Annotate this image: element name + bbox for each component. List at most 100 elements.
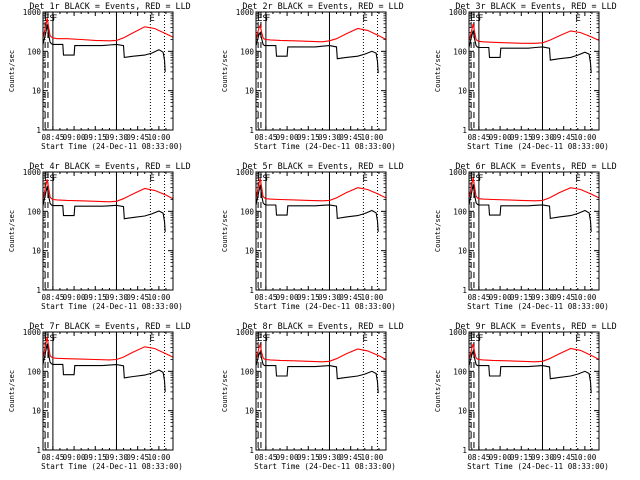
marker-label: F [265, 334, 270, 344]
x-tick-label: 09:15 [84, 133, 107, 142]
series-events-line [255, 31, 379, 74]
y-tick-label: 100 [240, 367, 254, 376]
y-tick-label: 1 [36, 286, 41, 295]
y-axis-label: Counts/sec [8, 370, 16, 412]
plot-frame [468, 171, 600, 291]
y-tick-label: 10 [32, 87, 42, 96]
panel-title: Det 6r BLACK = Events, RED = LLD [455, 161, 616, 171]
x-tick-label: 09:30 [105, 133, 128, 142]
marker-label: E [575, 14, 580, 24]
y-axis-label: Counts/sec [434, 210, 442, 252]
y-tick-label: 1 [36, 126, 41, 135]
series-lld-line [255, 23, 387, 43]
x-tick-label: 08:45 [254, 133, 277, 142]
x-tick-label: 09:15 [510, 133, 533, 142]
y-tick-label: 100 [240, 47, 254, 56]
marker-label: F [265, 14, 270, 24]
panel-title: Det 5r BLACK = Events, RED = LLD [242, 161, 403, 171]
marker-label: F [265, 174, 270, 184]
x-tick-label: 10:00 [147, 133, 170, 142]
x-tick-label: 09:45 [552, 133, 575, 142]
y-tick-label: 10 [458, 407, 468, 416]
y-tick-label: 1 [249, 126, 254, 135]
y-axis-label: Counts/sec [8, 50, 16, 92]
y-tick-label: 10 [458, 87, 468, 96]
x-tick-label: 09:30 [531, 133, 554, 142]
x-tick-label: 08:45 [467, 293, 490, 302]
series-events-line [255, 349, 379, 394]
y-tick-label: 1000 [236, 8, 255, 17]
panel-det-3: Det 3r BLACK = Events, RED = LLD Counts/s… [434, 1, 617, 151]
x-tick-label: 09:30 [531, 453, 554, 462]
marker-label: E [362, 334, 367, 344]
x-tick-label: 10:00 [573, 293, 596, 302]
marker-label: F [52, 334, 57, 344]
x-tick-label: 09:15 [510, 293, 533, 302]
x-axis-label: Start Time (24-Dec-11 08:33:00) [41, 302, 183, 311]
panel-det-1: Det 1r BLACK = Events, RED = LLD Counts/s… [8, 1, 191, 151]
series-events-line [42, 24, 166, 72]
y-tick-label: 1000 [449, 168, 468, 177]
plot-frame [42, 171, 174, 291]
y-axis-label: Counts/sec [434, 370, 442, 412]
x-tick-label: 08:45 [41, 453, 64, 462]
panel-det-4: Det 4r BLACK = Events, RED = LLD Counts/s… [8, 161, 191, 311]
marker-label: ES [470, 14, 481, 24]
x-tick-label: 09:00 [276, 133, 299, 142]
x-tick-label: 09:00 [63, 293, 86, 302]
series-lld-line [468, 177, 600, 202]
x-tick-label: 08:45 [254, 293, 277, 302]
x-tick-label: 09:15 [297, 453, 320, 462]
x-tick-label: 10:00 [573, 133, 596, 142]
series-lld-line [255, 342, 387, 363]
y-tick-label: 100 [453, 207, 467, 216]
panel-det-9: Det 9r BLACK = Events, RED = LLD Counts/s… [434, 321, 617, 471]
plot-frame [42, 331, 174, 451]
x-tick-label: 08:45 [41, 293, 64, 302]
x-axis-label: Start Time (24-Dec-11 08:33:00) [467, 302, 609, 311]
x-axis-label: Start Time (24-Dec-11 08:33:00) [467, 142, 609, 151]
x-tick-label: 09:00 [63, 133, 86, 142]
y-tick-label: 1000 [236, 328, 255, 337]
panel-det-8: Det 8r BLACK = Events, RED = LLD Counts/s… [221, 321, 404, 471]
x-axis-label: Start Time (24-Dec-11 08:33:00) [254, 462, 396, 471]
marker-label: E [575, 334, 580, 344]
x-tick-label: 08:45 [467, 453, 490, 462]
series-lld-line [468, 23, 600, 44]
panel-det-2: Det 2r BLACK = Events, RED = LLD Counts/s… [221, 1, 404, 151]
series-events-line [468, 348, 592, 394]
y-tick-label: 1 [36, 446, 41, 455]
y-tick-label: 1000 [23, 328, 42, 337]
series-events-line [468, 184, 592, 232]
x-tick-label: 09:15 [297, 133, 320, 142]
x-axis-label: Start Time (24-Dec-11 08:33:00) [41, 462, 183, 471]
marker-label: F [478, 14, 483, 24]
x-tick-label: 10:00 [147, 453, 170, 462]
x-tick-label: 09:45 [552, 293, 575, 302]
x-axis-label: Start Time (24-Dec-11 08:33:00) [41, 142, 183, 151]
x-tick-label: 10:00 [147, 293, 170, 302]
x-axis-label: Start Time (24-Dec-11 08:33:00) [254, 142, 396, 151]
panel-title: Det 3r BLACK = Events, RED = LLD [455, 1, 616, 11]
marker-label: ES [257, 14, 268, 24]
x-tick-label: 10:00 [360, 453, 383, 462]
x-tick-label: 09:00 [276, 453, 299, 462]
series-lld-line [42, 336, 174, 361]
marker-label: E [149, 14, 154, 24]
y-axis-label: Counts/sec [221, 50, 229, 92]
y-axis-label: Counts/sec [434, 50, 442, 92]
y-tick-label: 1 [249, 446, 254, 455]
marker-label: ES [44, 334, 55, 344]
y-tick-label: 100 [240, 207, 254, 216]
x-tick-label: 09:30 [105, 453, 128, 462]
y-tick-label: 10 [458, 247, 468, 256]
y-tick-label: 1000 [23, 168, 42, 177]
series-lld-line [42, 17, 174, 42]
panel-title: Det 1r BLACK = Events, RED = LLD [29, 1, 190, 11]
marker-label: F [478, 174, 483, 184]
x-tick-label: 09:30 [318, 293, 341, 302]
series-lld-line [468, 343, 600, 363]
y-tick-label: 1000 [449, 8, 468, 17]
plot-frame [468, 11, 600, 131]
x-tick-label: 08:45 [254, 453, 277, 462]
